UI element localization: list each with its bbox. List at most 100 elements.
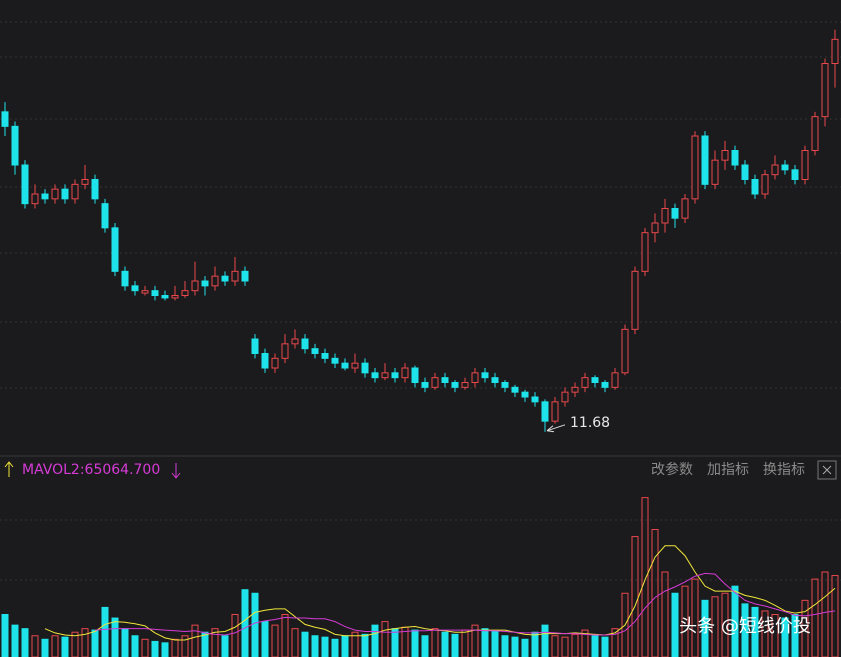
indicator-label: MAVOL2:65064.700 xyxy=(22,462,160,478)
volume-bar xyxy=(221,635,229,657)
volume-bar xyxy=(361,633,369,657)
candle-body xyxy=(401,367,409,379)
volume-bar xyxy=(41,638,49,657)
low-label: 11.68 xyxy=(570,415,610,431)
candle-body xyxy=(621,328,629,374)
candle-body xyxy=(141,290,149,294)
candle-body xyxy=(211,275,219,287)
candle-body xyxy=(711,159,719,185)
candle-body xyxy=(511,386,519,393)
candle-body xyxy=(121,270,129,287)
up-arrow-icon xyxy=(4,461,14,477)
candle-body xyxy=(731,150,739,166)
candle-body xyxy=(661,208,669,224)
volume-bar xyxy=(551,635,559,657)
candle-body xyxy=(331,357,339,364)
candle-body xyxy=(431,377,439,388)
candle-body xyxy=(561,391,569,403)
volume-bar xyxy=(51,635,59,657)
volume-bar xyxy=(161,642,169,657)
volume-bar xyxy=(601,636,609,657)
candle-body xyxy=(241,270,249,282)
volume-bar xyxy=(781,617,789,657)
volume-bar xyxy=(241,589,249,657)
candle-body xyxy=(671,208,679,219)
volume-bar xyxy=(11,624,19,657)
volume-bar xyxy=(741,603,749,657)
volume-bar xyxy=(641,497,649,657)
volume-bar xyxy=(651,529,659,657)
volume-bar xyxy=(251,592,259,657)
candle-body xyxy=(81,179,89,185)
volume-bar xyxy=(441,631,449,657)
volume-bar xyxy=(301,631,309,657)
volume-bar xyxy=(151,640,159,657)
candle-body xyxy=(611,372,619,388)
candle-body xyxy=(11,125,19,166)
candle-body xyxy=(21,164,29,205)
candle-body xyxy=(761,174,769,195)
close-button[interactable] xyxy=(817,460,837,480)
volume-bar xyxy=(211,628,219,657)
candle-body xyxy=(191,280,199,292)
volume-bar xyxy=(591,635,599,657)
candle-body xyxy=(271,357,279,369)
volume-bar xyxy=(191,624,199,657)
candle-body xyxy=(581,377,589,388)
candle-body xyxy=(451,382,459,388)
volume-bar xyxy=(111,617,119,657)
volume-bar xyxy=(521,638,529,657)
volume-bar xyxy=(501,635,509,657)
candle-body xyxy=(491,377,499,383)
candle-body xyxy=(231,270,239,282)
candle-body xyxy=(701,135,709,185)
volume-bar xyxy=(611,628,619,657)
candle-body xyxy=(361,362,369,374)
volume-bar xyxy=(121,628,129,657)
volume-bar xyxy=(621,592,629,657)
button[interactable]: 改参数 xyxy=(651,461,693,478)
candle-body xyxy=(341,362,349,369)
candle-body xyxy=(281,343,289,359)
candle-body xyxy=(521,391,529,398)
candle-body xyxy=(51,188,59,200)
button[interactable]: 换指标 xyxy=(763,461,805,478)
candle-body xyxy=(471,372,479,384)
candle-body xyxy=(181,290,189,296)
volume-bar xyxy=(311,635,319,657)
candle-body xyxy=(131,285,139,292)
volume-bar xyxy=(371,624,379,657)
volume-bar xyxy=(541,624,549,657)
volume-bar xyxy=(271,624,279,657)
candle-body xyxy=(151,290,159,296)
candle-body xyxy=(741,164,749,180)
volume-bar xyxy=(411,629,419,657)
volume-bar xyxy=(451,633,459,657)
volume-bar xyxy=(31,635,39,657)
candle-body xyxy=(71,183,79,200)
candle-body xyxy=(1,111,9,127)
candle-body xyxy=(161,295,169,299)
volume-bar xyxy=(281,614,289,657)
volume-bar xyxy=(21,628,29,657)
candle-body xyxy=(41,193,49,200)
volume-bar xyxy=(321,636,329,657)
volume-bar xyxy=(141,638,149,657)
candle-body xyxy=(681,198,689,219)
candle-body xyxy=(381,372,389,379)
candle-body xyxy=(691,135,699,200)
candle-body xyxy=(461,382,469,388)
button[interactable]: 加指标 xyxy=(707,462,749,478)
volume-bar xyxy=(791,614,799,657)
candle-body xyxy=(221,275,229,282)
volume-bar xyxy=(471,624,479,657)
volume-bar xyxy=(431,628,439,657)
volume-bar xyxy=(261,621,269,657)
candle-body xyxy=(481,372,489,379)
candle-body xyxy=(831,38,839,64)
candle-body xyxy=(501,382,509,388)
candle-body xyxy=(31,193,39,205)
volume-bar xyxy=(771,614,779,657)
